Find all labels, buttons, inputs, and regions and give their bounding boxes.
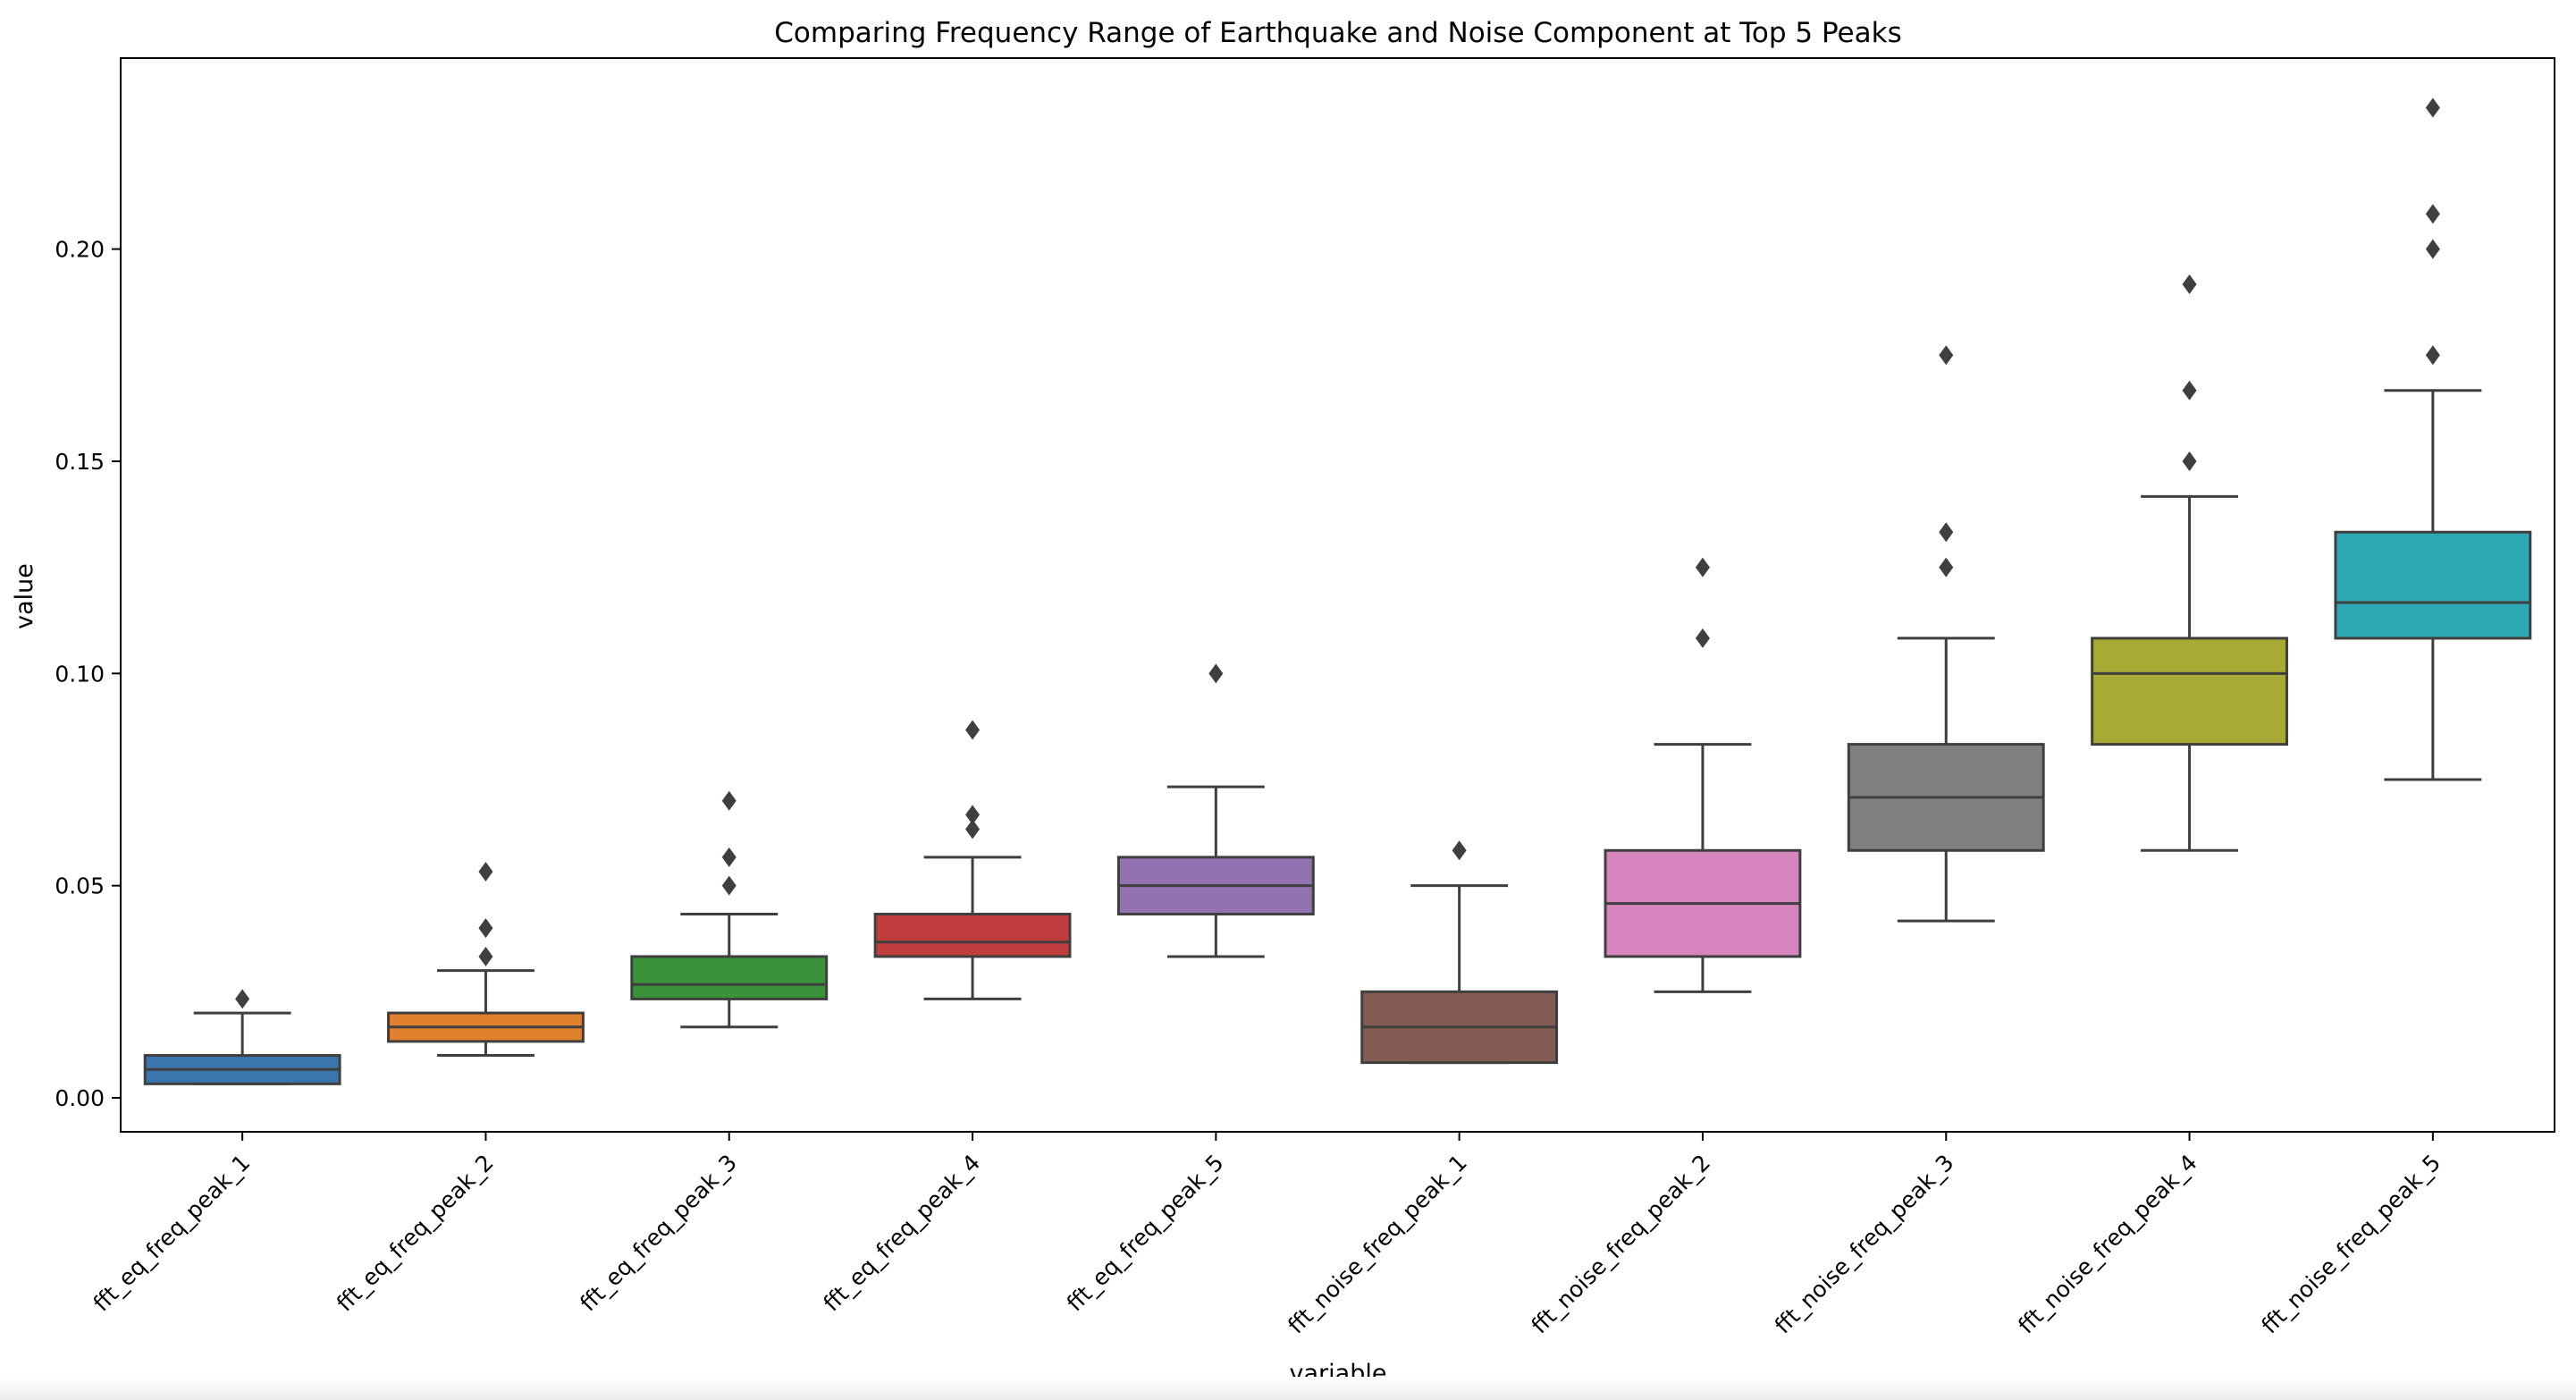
box-fft_noise_freq_peak_1 xyxy=(1360,840,1559,1065)
outlier-point xyxy=(478,946,493,966)
iqr-box xyxy=(873,912,1072,958)
box-fft_noise_freq_peak_4 xyxy=(2091,274,2288,852)
outlier-point xyxy=(1452,840,1467,861)
iqr-box xyxy=(2334,530,2532,640)
outlier-point xyxy=(478,918,493,939)
x-tick-label: fft_noise_freq_peak_1 xyxy=(1283,1150,1472,1339)
outlier-point xyxy=(1939,557,1954,578)
plot-frame xyxy=(120,57,2555,1133)
x-tick-label: fft_eq_freq_peak_1 xyxy=(88,1150,256,1317)
y-tick-label: 0.20 xyxy=(55,237,105,263)
outlier-point xyxy=(478,862,493,882)
iqr-box xyxy=(2091,637,2288,746)
x-tick-label: fft_eq_freq_peak_3 xyxy=(575,1150,742,1317)
y-tick-label: 0.10 xyxy=(55,661,105,687)
x-tick-label: fft_noise_freq_peak_5 xyxy=(2256,1150,2446,1339)
outlier-point xyxy=(721,847,737,867)
outlier-point xyxy=(2425,97,2440,118)
box-fft_noise_freq_peak_2 xyxy=(1604,557,1802,993)
box-fft_eq_freq_peak_3 xyxy=(630,790,829,1029)
y-tick-label: 0.00 xyxy=(55,1085,105,1111)
box-fft_noise_freq_peak_3 xyxy=(1847,345,2045,923)
outlier-point xyxy=(235,989,250,1009)
outlier-point xyxy=(965,720,981,740)
y-axis: 0.00 0.05 0.10 0.15 0.20 xyxy=(55,237,121,1111)
outlier-point xyxy=(1208,663,1224,684)
box-fft_noise_freq_peak_5 xyxy=(2334,97,2532,781)
outlier-point xyxy=(721,875,737,896)
outlier-point xyxy=(2425,239,2440,259)
iqr-box xyxy=(630,955,829,1000)
outlier-point xyxy=(1695,628,1710,648)
window-bottom-edge xyxy=(0,1377,2576,1400)
y-axis-label: value xyxy=(11,563,38,629)
x-tick-label: fft_noise_freq_peak_2 xyxy=(1527,1150,1716,1339)
outlier-point xyxy=(1939,522,1954,543)
x-tick-label: fft_noise_freq_peak_3 xyxy=(1770,1150,1959,1339)
x-tick-label: fft_eq_freq_peak_4 xyxy=(819,1150,986,1317)
outlier-point xyxy=(2182,451,2197,471)
chart-title: Comparing Frequency Range of Earthquake … xyxy=(774,17,1901,49)
box-series xyxy=(143,97,2532,1085)
outlier-point xyxy=(2425,345,2440,366)
outlier-point xyxy=(965,805,981,825)
outlier-point xyxy=(2182,380,2197,401)
outlier-point xyxy=(1695,557,1710,578)
box-fft_eq_freq_peak_2 xyxy=(387,862,585,1058)
box-fft_eq_freq_peak_5 xyxy=(1116,663,1315,958)
box-fft_eq_freq_peak_4 xyxy=(873,720,1072,1000)
x-tick-label: fft_eq_freq_peak_5 xyxy=(1062,1150,1229,1317)
outlier-point xyxy=(2425,204,2440,224)
outlier-point xyxy=(965,819,981,839)
outlier-point xyxy=(2182,274,2197,295)
outlier-point xyxy=(721,790,737,811)
y-tick-label: 0.15 xyxy=(55,449,105,475)
outlier-point xyxy=(1939,345,1954,366)
box-fft_eq_freq_peak_1 xyxy=(143,989,341,1085)
y-tick-label: 0.05 xyxy=(55,873,105,899)
x-tick-label: fft_noise_freq_peak_4 xyxy=(2013,1150,2202,1339)
x-tick-label: fft_eq_freq_peak_2 xyxy=(332,1150,499,1317)
x-axis: fft_eq_freq_peak_1 fft_eq_freq_peak_2 fft_… xyxy=(88,1132,2446,1338)
